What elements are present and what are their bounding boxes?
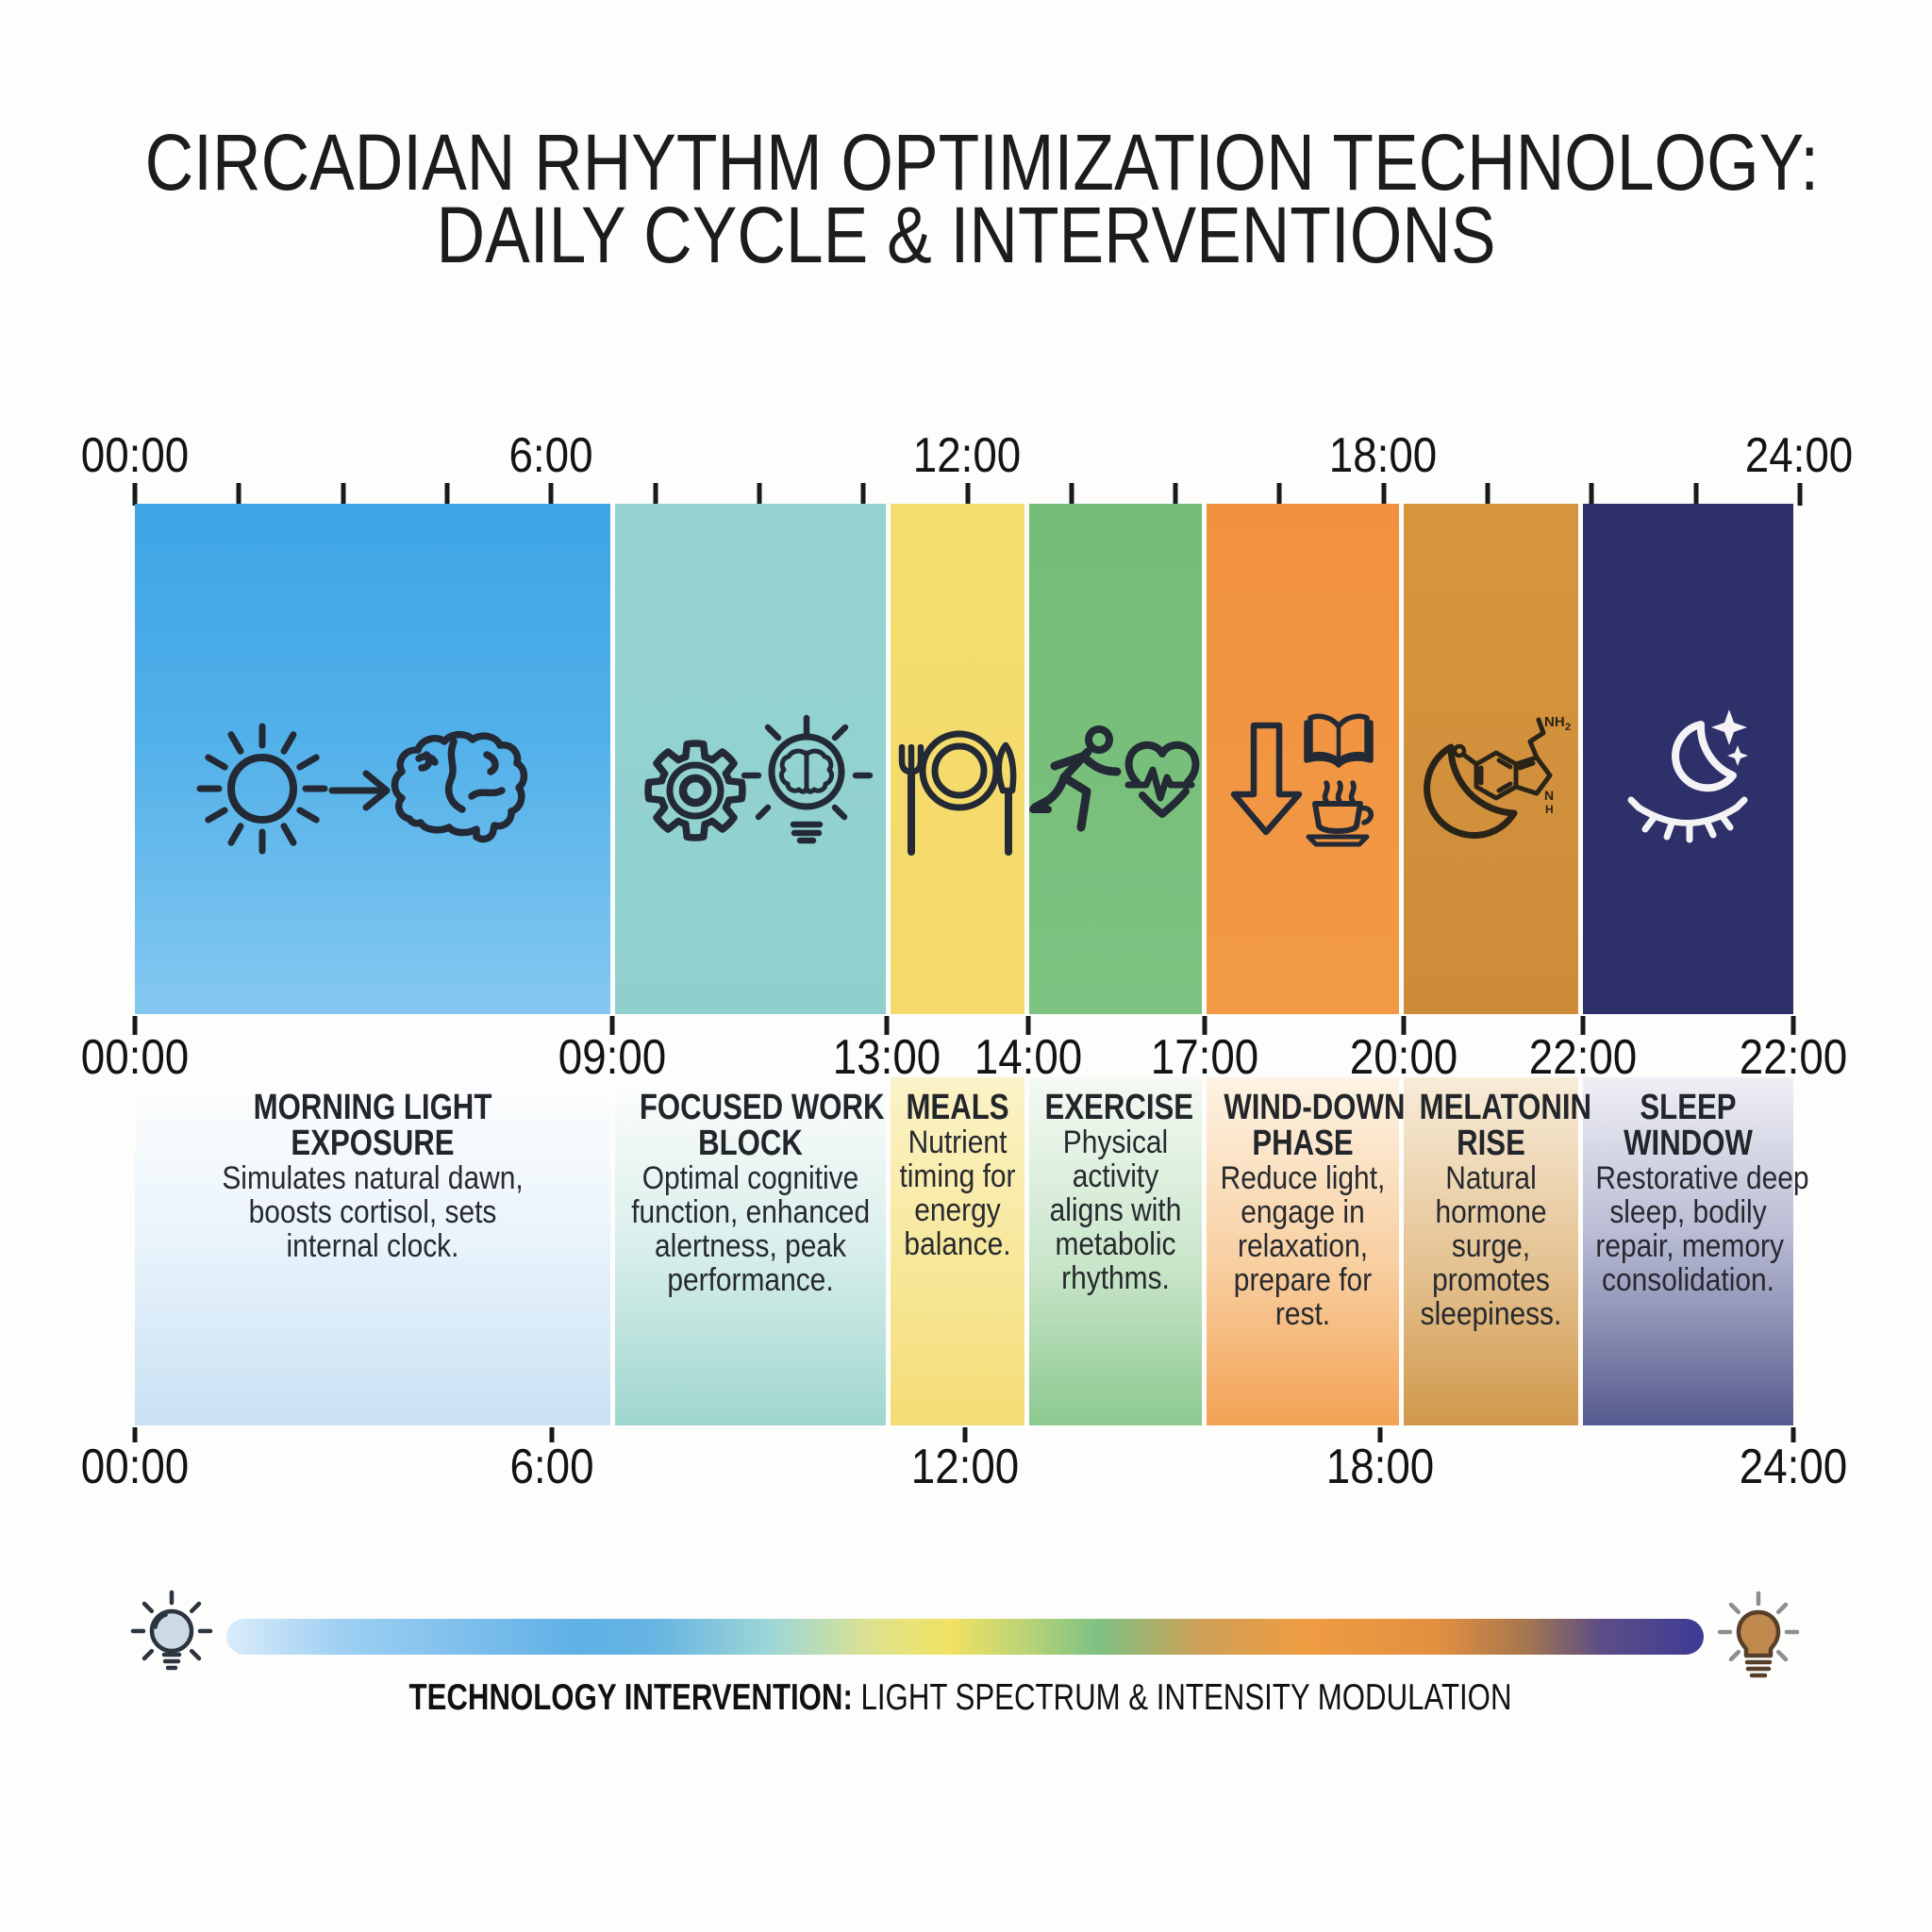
svg-text:2: 2 xyxy=(1565,722,1571,733)
svg-text:NH: NH xyxy=(1544,714,1565,730)
svg-text:H: H xyxy=(1545,803,1554,816)
svg-text:N: N xyxy=(1544,788,1554,803)
